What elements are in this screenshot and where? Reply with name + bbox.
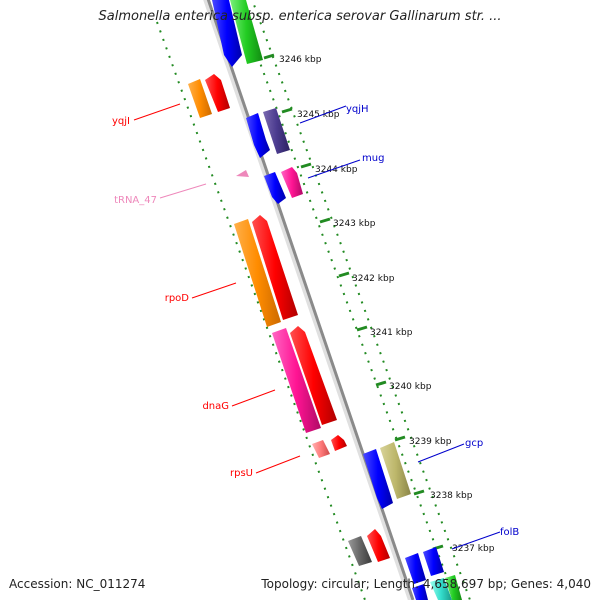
gene-feature-bottom-grey bbox=[348, 536, 372, 566]
tick-3246 bbox=[263, 53, 275, 60]
tick-marks bbox=[263, 53, 444, 551]
gene-feature-bottom-red bbox=[367, 529, 390, 562]
connector-yqjH bbox=[299, 105, 347, 124]
gene-label-yqjI: yqjI bbox=[112, 116, 130, 127]
gene-feature-yqjH-purple bbox=[263, 108, 290, 154]
tick-3245 bbox=[281, 107, 293, 114]
gene-feature-gcp-blue bbox=[363, 449, 393, 509]
gene-label-tRNA_47: tRNA_47 bbox=[114, 195, 157, 206]
tick-label-3239: 3239 kbp bbox=[409, 437, 452, 447]
gene-feature-bottom-partial-cyan bbox=[430, 578, 452, 600]
gene-feature-rpsU-lightred bbox=[312, 440, 330, 458]
gene-feature-tRNA_47 bbox=[236, 170, 249, 177]
gene-feature-folB-blue-2 bbox=[423, 547, 444, 576]
gene-feature-yqjI-red bbox=[205, 74, 230, 112]
right-dotted-edge bbox=[236, 0, 456, 600]
tick-label-3246: 3246 kbp bbox=[279, 55, 322, 65]
gene-feature-top-green bbox=[230, 0, 263, 64]
gene-feature-bottom-partial-blue bbox=[412, 584, 428, 600]
tick-label-3245: 3245 kbp bbox=[297, 110, 340, 120]
gene-label-yqjH: yqjH bbox=[346, 104, 369, 115]
track-edges bbox=[156, 0, 471, 600]
connector-tRNA_47 bbox=[159, 183, 207, 199]
connector-rpsU bbox=[255, 455, 301, 474]
gene-feature-bottom-partial-green bbox=[445, 575, 462, 600]
tick-3239 bbox=[394, 435, 406, 442]
tick-3240 bbox=[375, 380, 387, 387]
inner-dotted-edge bbox=[251, 0, 471, 600]
gene-labels: yqjI yqjH mug tRNA_47 rpoD dnaG rpsU gcp… bbox=[112, 104, 519, 538]
label-connectors bbox=[133, 103, 501, 550]
connector-gcp bbox=[417, 443, 465, 463]
connector-folB bbox=[451, 531, 501, 550]
gene-feature-mug-blue bbox=[264, 172, 286, 204]
gene-feature-gcp-olive bbox=[380, 442, 411, 499]
gene-feature-folB-blue-1 bbox=[405, 553, 426, 584]
summary-text: Topology: circular; Length: 4,658,697 bp… bbox=[261, 577, 591, 591]
gene-feature-dnaG-pink bbox=[272, 328, 321, 433]
tick-3244 bbox=[300, 162, 312, 169]
gene-feature-dnaG-red bbox=[290, 326, 337, 425]
tick-labels: 3246 kbp 3245 kbp 3244 kbp 3243 kbp 3242… bbox=[279, 55, 495, 554]
tick-label-3238: 3238 kbp bbox=[430, 491, 473, 501]
connector-mug bbox=[307, 159, 361, 179]
gene-feature-rpoD-red bbox=[252, 215, 298, 320]
gene-feature-mug-pink bbox=[281, 167, 303, 198]
gene-features bbox=[188, 0, 462, 600]
accession-text: Accession: NC_011274 bbox=[9, 577, 146, 591]
gene-feature-rpoD-orange bbox=[234, 219, 281, 327]
tick-label-3237: 3237 kbp bbox=[452, 544, 495, 554]
tick-3243 bbox=[319, 217, 331, 224]
gene-feature-top-blue bbox=[212, 0, 242, 67]
tick-3242 bbox=[338, 271, 350, 278]
tick-label-3244: 3244 kbp bbox=[315, 165, 358, 175]
gene-label-rpsU: rpsU bbox=[230, 468, 253, 479]
gene-label-rpoD: rpoD bbox=[165, 293, 190, 304]
gene-label-gcp: gcp bbox=[465, 438, 483, 449]
map-title: Salmonella enterica subsp. enterica sero… bbox=[98, 9, 502, 24]
tick-label-3242: 3242 kbp bbox=[352, 274, 395, 284]
gene-feature-rpsU-red bbox=[331, 435, 347, 451]
outer-left-dotted-edge bbox=[156, 21, 366, 600]
gene-label-dnaG: dnaG bbox=[202, 401, 229, 412]
tick-3238 bbox=[413, 489, 425, 496]
tick-3241 bbox=[356, 325, 368, 332]
tick-label-3241: 3241 kbp bbox=[370, 328, 413, 338]
gene-label-folB: folB bbox=[500, 527, 519, 538]
connector-dnaG bbox=[231, 389, 276, 407]
gene-feature-yqjH-blue bbox=[246, 113, 270, 158]
gene-label-mug: mug bbox=[362, 153, 384, 164]
gene-feature-yqjI-orange bbox=[188, 79, 212, 118]
connector-rpoD bbox=[191, 282, 237, 299]
tick-label-3243: 3243 kbp bbox=[333, 219, 376, 229]
backbone bbox=[203, 0, 415, 600]
connector-yqjI bbox=[133, 103, 181, 121]
tick-label-3240: 3240 kbp bbox=[389, 382, 432, 392]
